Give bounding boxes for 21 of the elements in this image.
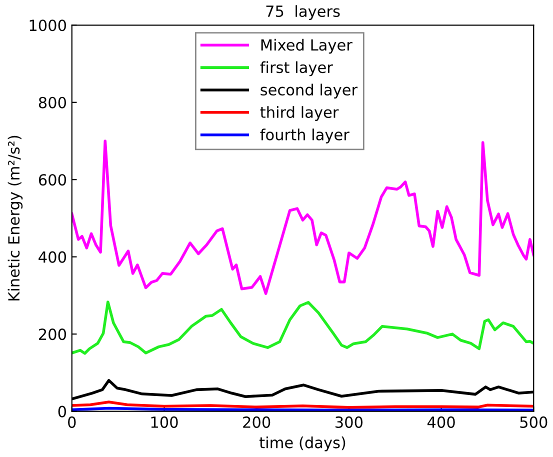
line-series (72, 300, 534, 355)
x-tick-label: 400 (427, 416, 455, 428)
x-tick-label: 500 (520, 416, 548, 428)
y-tick-label: 800 (38, 96, 66, 108)
y-axis-title: Kinetic Energy (m²/s²) (8, 136, 23, 300)
x-tick-label: 200 (243, 416, 270, 428)
y-tick-label: 1000 (30, 20, 66, 32)
legend-label: first layer (260, 61, 333, 76)
legend-label: second layer (260, 84, 358, 99)
chart-title: 75 layers (266, 5, 340, 20)
x-tick-label: 0 (68, 416, 76, 428)
y-tick-label: 600 (38, 174, 66, 186)
y-tick-label: 400 (38, 251, 66, 263)
legend-label: third layer (260, 106, 339, 121)
x-tick-label: 100 (151, 416, 178, 428)
y-tick-label: 0 (58, 406, 66, 418)
x-tick-label: 300 (336, 416, 363, 428)
legend-label: Mixed Layer (261, 38, 352, 54)
x-axis-title: time (days) (260, 436, 346, 452)
y-tick-label: 200 (38, 328, 66, 340)
legend-label: fourth layer (260, 128, 350, 144)
